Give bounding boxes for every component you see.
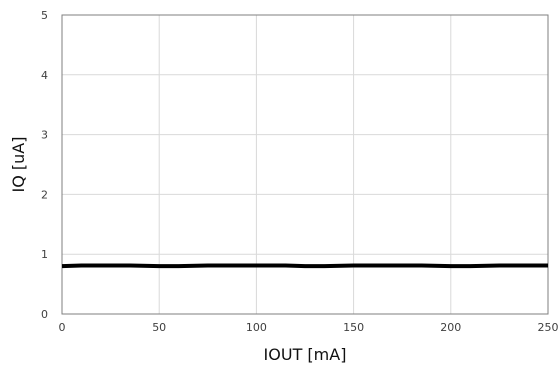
- x-tick-label: 250: [538, 321, 558, 334]
- series-line: [61, 263, 548, 269]
- series-layer: [61, 263, 548, 269]
- y-tick-label: 3: [41, 129, 48, 142]
- x-tick-label: 200: [440, 321, 461, 334]
- plot-area-frame: [61, 14, 549, 315]
- y-tick-label: 2: [41, 188, 48, 201]
- y-axis-label: IQ [uA]: [9, 137, 28, 193]
- x-tick-label: 150: [343, 321, 364, 334]
- y-tick-label: 4: [41, 69, 48, 82]
- x-axis-label: IOUT [mA]: [264, 345, 347, 364]
- y-tick-label: 1: [41, 248, 48, 261]
- x-tick-label: 100: [246, 321, 267, 334]
- x-tick-label: 50: [152, 321, 166, 334]
- x-tick-label: 0: [59, 321, 66, 334]
- y-tick-label: 5: [41, 9, 48, 22]
- grid: [62, 15, 548, 314]
- y-tick-label: 0: [41, 308, 48, 321]
- tick-labels: 0 50 100 150 200 250 0 1 2 3 4 5: [41, 9, 558, 334]
